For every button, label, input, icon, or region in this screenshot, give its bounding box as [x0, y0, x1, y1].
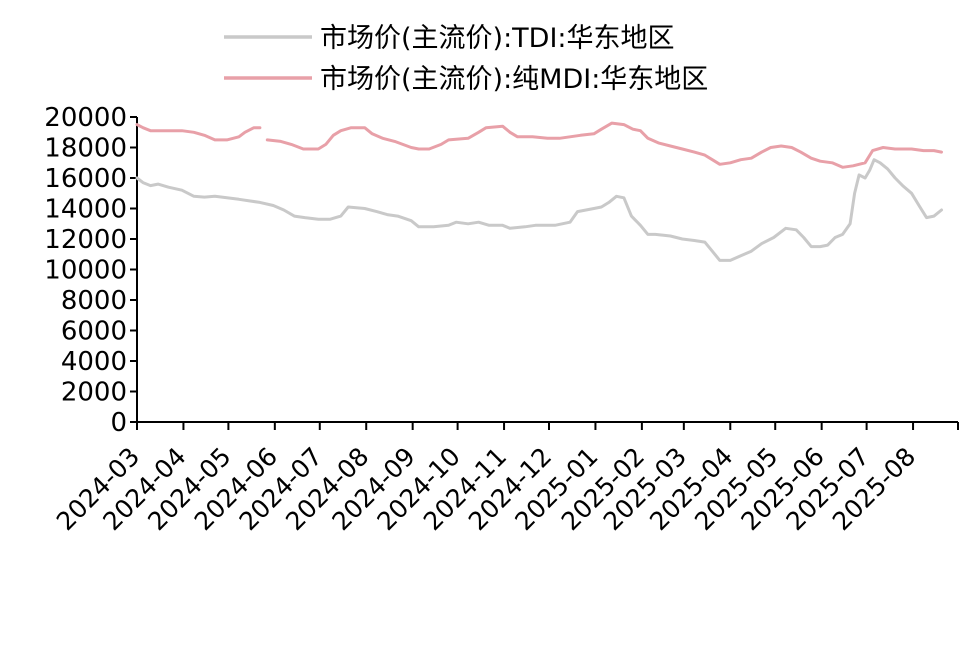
series-mdi: [135, 121, 943, 169]
series-layer: [135, 121, 943, 262]
y-tick-label: 20000: [44, 103, 127, 133]
series-line-mdi: [135, 123, 262, 142]
y-tick-label: 6000: [61, 317, 127, 347]
y-tick-label: 18000: [44, 134, 127, 164]
axes: 0200040006000800010000120001400016000180…: [44, 103, 959, 536]
y-tick-label: 0: [110, 408, 127, 438]
y-tick-label: 2000: [61, 378, 127, 408]
y-tick-label: 4000: [61, 347, 127, 377]
legend-label-tdi: 市场价(主流价):TDI:华东地区: [320, 23, 675, 54]
y-tick-label: 10000: [44, 256, 127, 286]
legend: 市场价(主流价):TDI:华东地区 市场价(主流价):纯MDI:华东地区: [224, 23, 708, 95]
series-line-tdi: [135, 158, 943, 262]
legend-item-tdi[interactable]: 市场价(主流价):TDI:华东地区: [224, 23, 675, 54]
legend-item-mdi[interactable]: 市场价(主流价):纯MDI:华东地区: [224, 64, 708, 95]
y-tick-label: 12000: [44, 225, 127, 255]
series-line-mdi: [265, 121, 943, 169]
series-tdi: [135, 158, 943, 262]
y-tick-label: 16000: [44, 164, 127, 194]
y-tick-label: 8000: [61, 286, 127, 316]
legend-label-mdi: 市场价(主流价):纯MDI:华东地区: [320, 64, 708, 95]
y-tick-label: 14000: [44, 195, 127, 225]
